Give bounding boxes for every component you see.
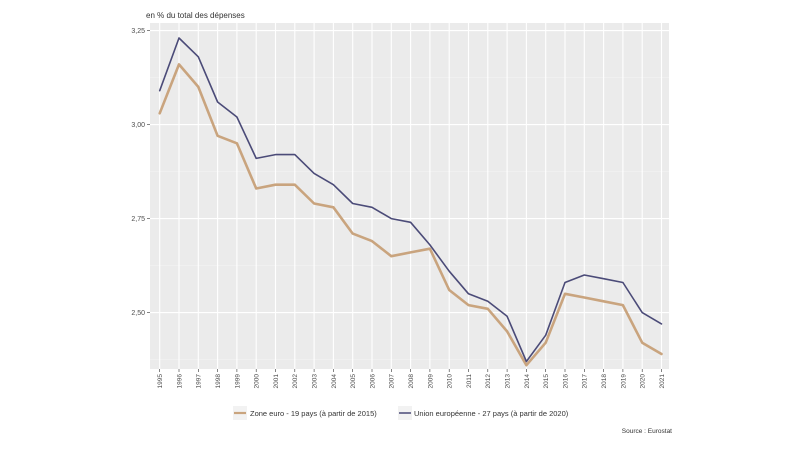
x-tick-label: 2012 (485, 374, 492, 389)
x-tick-label: 2011 (466, 374, 473, 388)
y-axis-ticks: 2,50 2,75 3,00 3,25 (131, 28, 150, 317)
x-tick-label: 2006 (369, 374, 376, 389)
x-tick-label: 1998 (215, 374, 222, 389)
y-tick-label: 2,75 (131, 216, 145, 223)
series-line-union-europeenne (158, 37, 663, 363)
x-tick-label: 2003 (312, 374, 319, 389)
y-tick-label: 3,25 (131, 28, 145, 35)
x-tick-label: 2016 (562, 374, 569, 389)
x-tick-label: 2015 (543, 374, 550, 389)
x-tick-label: 2017 (582, 374, 589, 389)
x-tick-label: 2000 (254, 374, 261, 389)
y-tick-label: 2,50 (131, 310, 145, 317)
x-tick-label: 2018 (601, 374, 608, 389)
x-tick-label: 1997 (196, 374, 203, 389)
x-tick-label: 2013 (505, 374, 512, 389)
x-tick-label: 2019 (620, 374, 627, 389)
x-tick-label: 2014 (524, 374, 531, 389)
series-lines (158, 37, 663, 367)
plot-panel (150, 23, 669, 369)
x-tick-label: 2010 (447, 374, 454, 389)
x-tick-label: 1996 (176, 374, 183, 389)
x-tick-label: 1999 (234, 374, 241, 389)
x-tick-label: 2008 (408, 374, 415, 389)
x-tick-label: 2021 (659, 374, 666, 389)
x-tick-label: 2009 (427, 374, 434, 389)
grid-major-x (159, 23, 663, 369)
y-tick-label: 3,00 (131, 122, 145, 129)
x-axis-ticks: 1995 1996 1997 1998 1999 2000 2001 2002 2003 2004… (157, 369, 666, 388)
y-axis-label: en % du total des dépenses (146, 11, 245, 20)
source-note: Source : Eurostat (622, 428, 672, 435)
x-tick-label: 2002 (292, 374, 299, 389)
x-tick-label: 2020 (640, 374, 647, 389)
series-line-zone-euro (158, 63, 663, 367)
legend-label: Union européenne - 27 pays (à partir de … (414, 409, 569, 418)
legend-label: Zone euro - 19 pays (à partir de 2015) (250, 409, 377, 418)
x-tick-label: 2001 (273, 374, 280, 389)
x-tick-label: 1995 (157, 374, 164, 389)
x-tick-label: 2005 (350, 374, 357, 389)
x-tick-label: 2004 (331, 374, 338, 389)
x-tick-label: 2007 (389, 374, 396, 389)
legend: Zone euro - 19 pays (à partir de 2015) Un… (233, 406, 569, 420)
